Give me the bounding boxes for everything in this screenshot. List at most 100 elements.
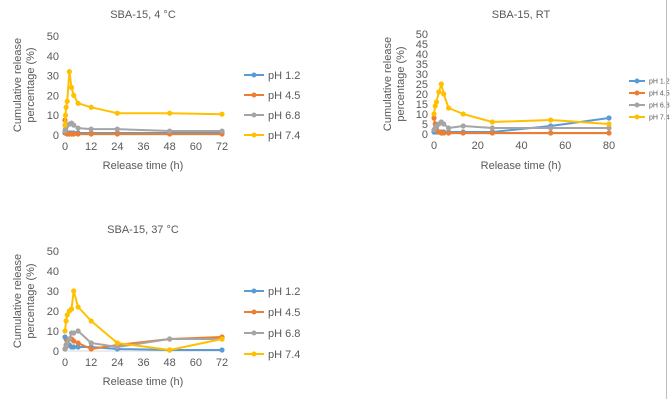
data-point [88, 340, 94, 346]
data-point [441, 130, 447, 136]
legend-marker [251, 309, 257, 315]
data-point [66, 336, 72, 342]
x-tick-label: 24 [111, 141, 123, 153]
chart-panel-0: SBA-15, 4 °C 0 10 20 30 40 50 0 12 24 36 48 60 72 Rele… [12, 9, 300, 172]
legend-label: pH 7.4 [268, 349, 300, 361]
series-line-pH12 [64, 131, 222, 134]
data-point [88, 318, 94, 324]
y-tick-label: 20 [47, 306, 59, 318]
x-tick-label: 36 [137, 141, 149, 153]
legend-label: pH 1.2 [268, 286, 300, 298]
data-point [114, 126, 120, 132]
data-point [431, 115, 437, 121]
legend-label: pH 6.8 [268, 110, 300, 122]
legend-marker [251, 112, 257, 118]
data-point [64, 98, 70, 104]
data-point [548, 130, 554, 136]
x-tick-label: 36 [137, 357, 149, 369]
x-axis-label: Release time (h) [481, 160, 562, 172]
data-point [75, 344, 81, 350]
data-point [62, 122, 68, 128]
data-point [433, 99, 440, 105]
x-tick-label: 40 [515, 140, 527, 152]
data-point [114, 340, 120, 346]
x-tick-label: 24 [111, 357, 123, 369]
y-tick-label: 0 [53, 346, 59, 358]
legend-label: pH 4.5 [268, 307, 300, 319]
y-tick-label: 15 [416, 99, 428, 111]
data-point [219, 347, 225, 353]
data-point [88, 126, 94, 132]
x-axis-label: Release time (h) [103, 160, 184, 172]
y-tick-label: 0 [53, 130, 59, 142]
data-point [64, 340, 70, 346]
legend-marker [634, 114, 640, 120]
data-point [606, 115, 612, 121]
x-tick-label: 72 [216, 357, 228, 369]
legend-marker [251, 72, 257, 78]
data-point [167, 336, 173, 342]
y-tick-label: 50 [47, 31, 59, 43]
chart-title: SBA-15, 37 °C [107, 224, 179, 236]
data-point [114, 131, 120, 137]
x-tick-label: 48 [164, 141, 176, 153]
x-tick-label: 80 [603, 140, 615, 152]
y-tick-label: 40 [47, 51, 59, 63]
data-point [441, 121, 447, 127]
x-tick-label: 72 [216, 141, 228, 153]
data-point [606, 125, 612, 131]
data-point [219, 128, 225, 134]
data-point [431, 111, 437, 117]
data-point [460, 130, 466, 136]
y-tick-label: 45 [416, 39, 428, 51]
data-point [71, 288, 77, 294]
x-tick-label: 0 [62, 357, 68, 369]
data-point [460, 111, 466, 117]
x-tick-label: 12 [85, 141, 97, 153]
data-point [71, 344, 77, 350]
legend-marker [251, 288, 257, 294]
chart-title: SBA-15, 4 °C [110, 9, 176, 21]
y-axis-label: Cumulative releasepercentage (%) [382, 37, 407, 131]
data-point [71, 338, 77, 344]
series-line-pH74 [433, 83, 610, 125]
data-point [75, 131, 81, 137]
data-point [445, 130, 452, 136]
data-point [62, 328, 68, 334]
data-point [75, 340, 81, 346]
x-tick-label: 60 [190, 141, 202, 153]
data-point [75, 100, 81, 106]
y-tick-label: 10 [416, 109, 428, 121]
data-point [68, 84, 75, 91]
data-point [68, 306, 75, 312]
y-tick-label: 20 [47, 90, 59, 102]
data-point [75, 125, 81, 131]
y-tick-label: 10 [47, 326, 59, 338]
x-tick-label: 0 [62, 141, 68, 153]
data-point [445, 125, 452, 131]
legend-label: pH 4.5 [268, 90, 300, 102]
data-point [88, 346, 94, 352]
y-tick-label: 10 [47, 110, 59, 122]
data-point [63, 318, 69, 324]
x-tick-label: 20 [472, 140, 484, 152]
y-tick-label: 30 [47, 286, 59, 298]
series-line-pH68 [64, 122, 222, 132]
series-line-pH74 [64, 70, 223, 126]
legend-marker [251, 351, 257, 357]
y-axis-label: Cumulative releasepercentage (%) [12, 38, 37, 132]
data-point [441, 91, 447, 97]
data-point [71, 131, 77, 137]
x-tick-label: 0 [431, 140, 437, 152]
y-tick-label: 30 [47, 71, 59, 83]
data-point [114, 344, 120, 350]
legend-marker [634, 102, 640, 108]
legend-label: pH 1.2 [649, 79, 670, 86]
legend-label: pH 7.4 [268, 130, 300, 142]
y-tick-label: 30 [416, 69, 428, 81]
legend-label: pH 6.8 [268, 328, 300, 340]
data-point [219, 111, 225, 117]
legend-marker [251, 132, 257, 138]
